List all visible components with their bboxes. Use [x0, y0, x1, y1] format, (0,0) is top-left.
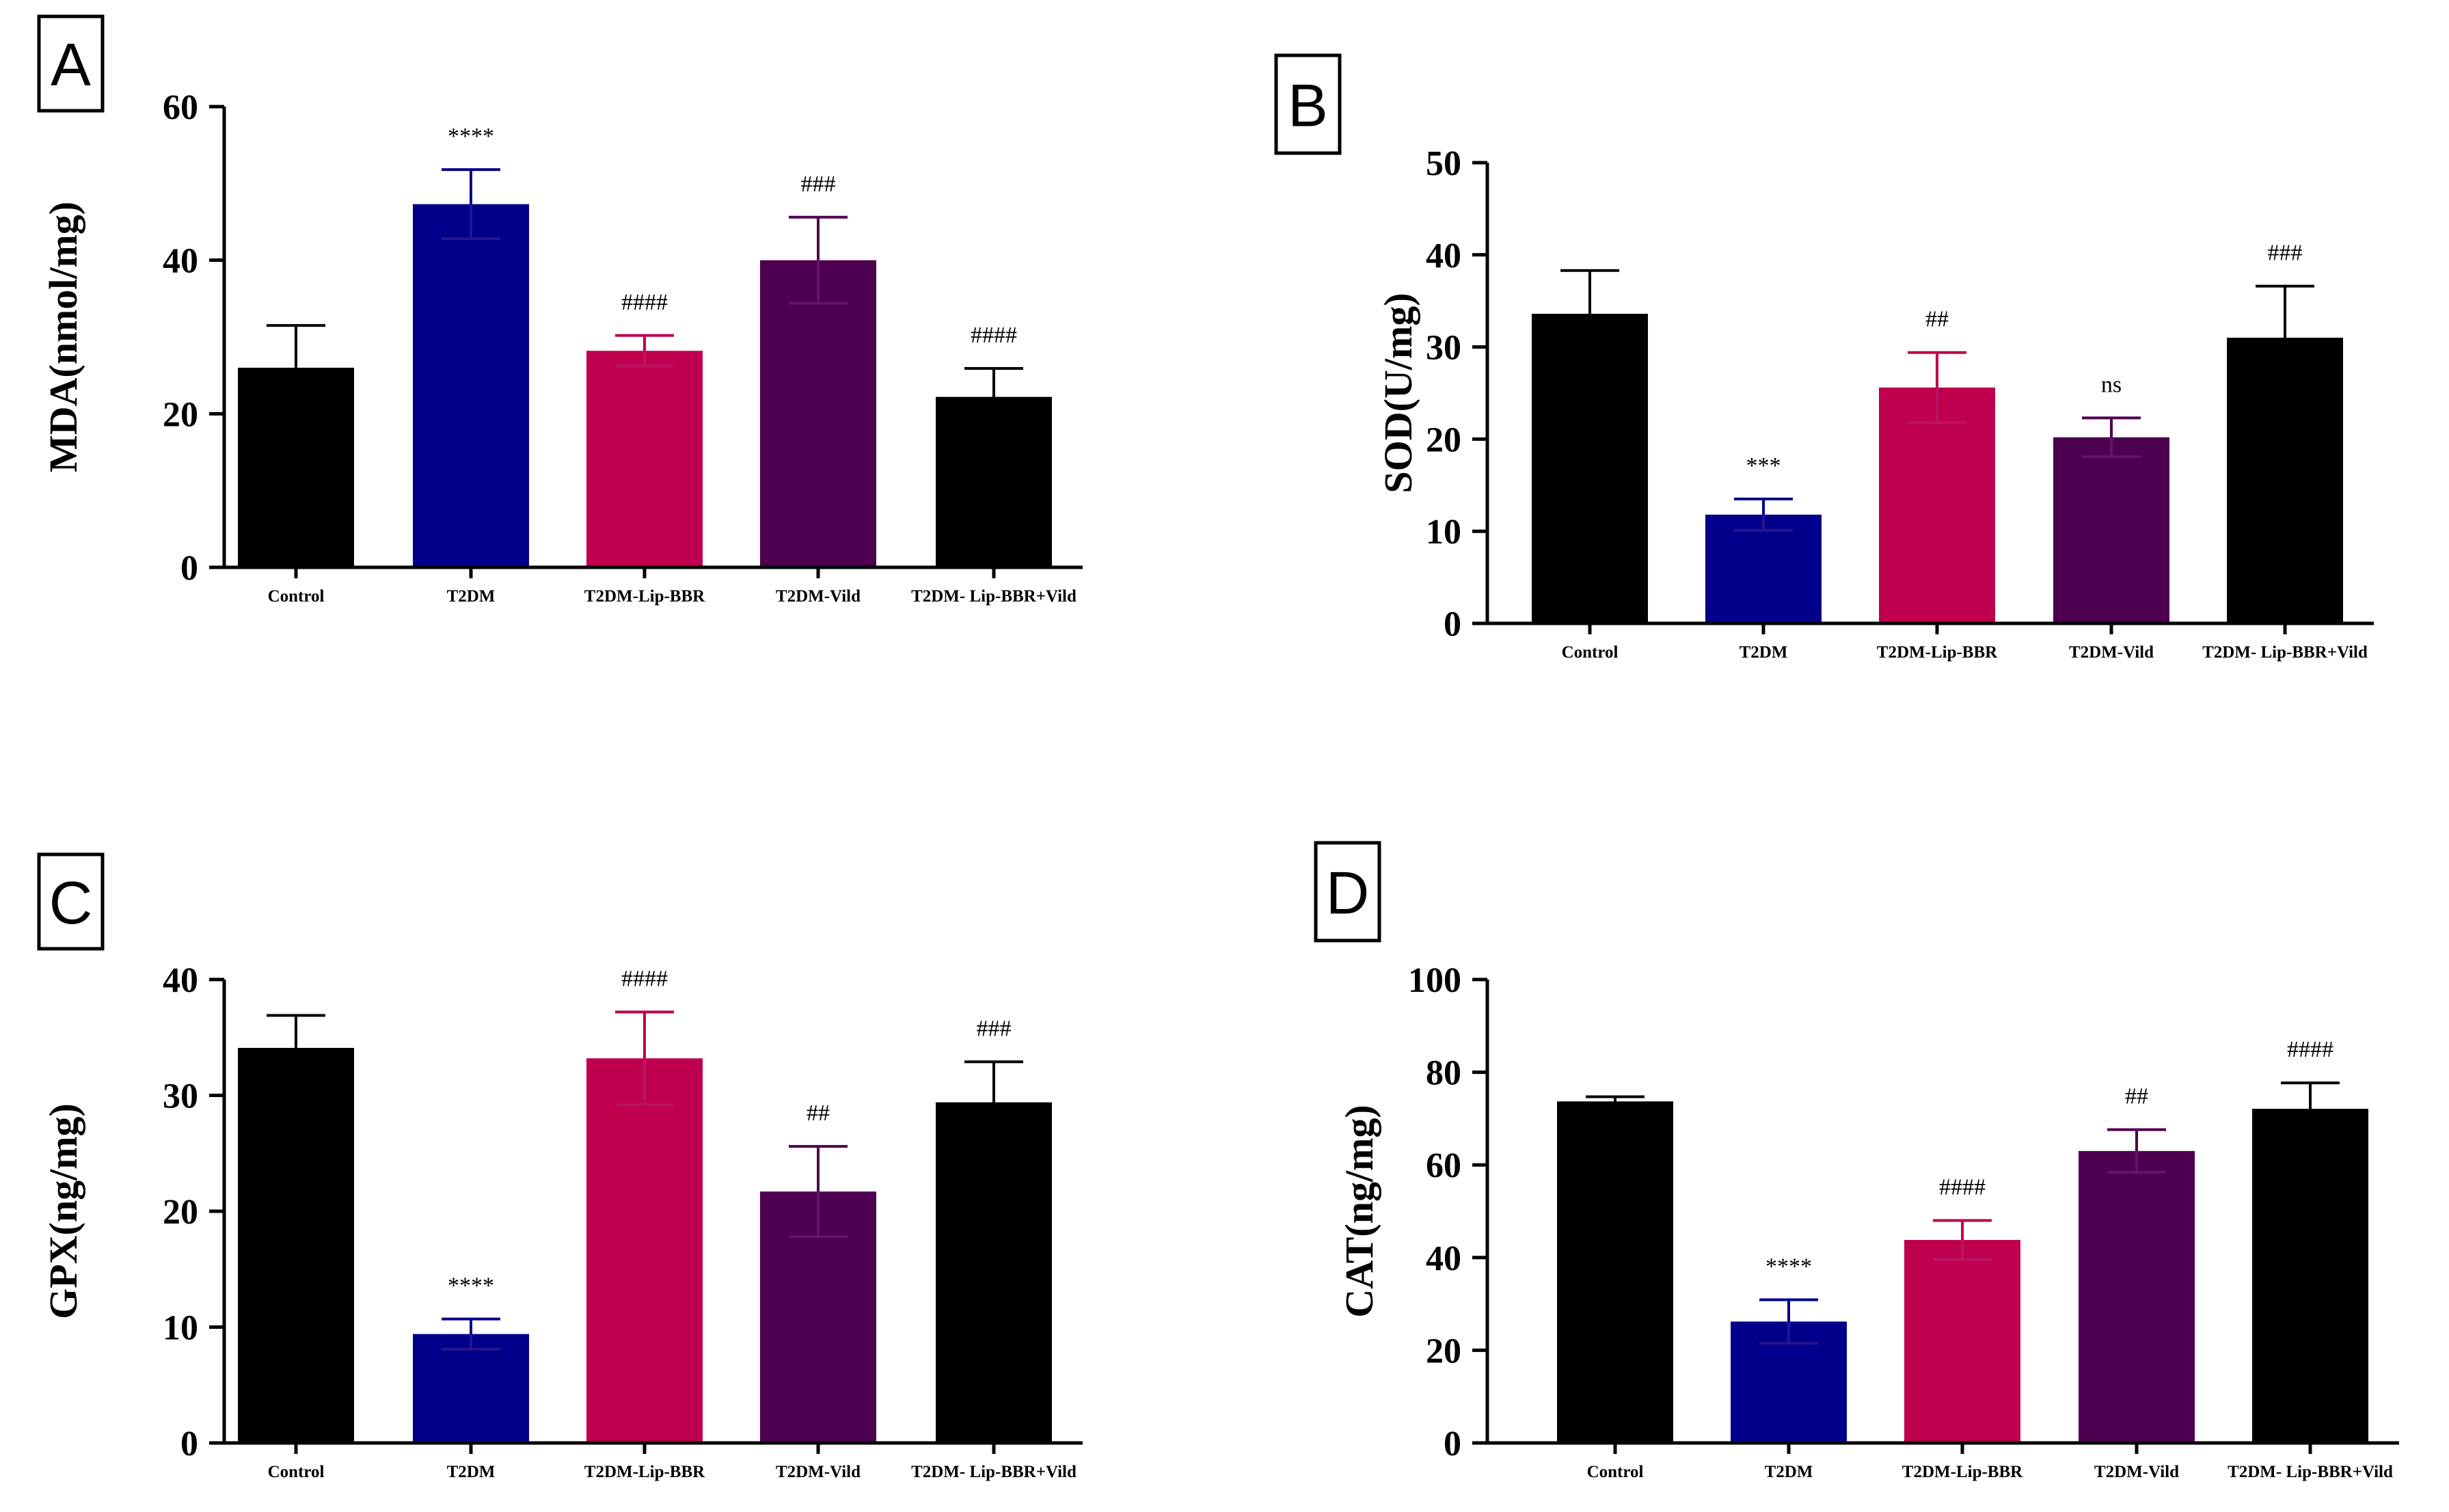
chart-panel-c: C Control **** T2DM #### T2DM-Lip-BBR ## T2DM-V… [37, 852, 1083, 1481]
y-tick-label-5: 40 [163, 961, 198, 1000]
significance-label-5: ### [2268, 241, 2303, 266]
y-tick-label-2: 10 [163, 1309, 198, 1348]
x-tick-label-1: Control [1562, 643, 1619, 662]
x-tick-label-3: T2DM-Lip-BBR [584, 587, 705, 606]
chart-panel-d: D Control **** T2DM #### T2DM-Lip-BBR ## T2DM-V… [1314, 841, 2399, 1481]
panel-label-box [37, 852, 105, 951]
x-tick-label-5: T2DM- Lip-BBR+Vild [2202, 643, 2368, 662]
y-tick-label-1: 0 [1444, 1425, 1461, 1463]
significance-label-3: #### [621, 290, 668, 315]
panel-label: C [49, 869, 93, 936]
bar-4 [2053, 437, 2169, 623]
significance-label-5: #### [971, 323, 1017, 348]
y-tick-label-3: 40 [163, 242, 198, 281]
significance-label-2: **** [1765, 1254, 1812, 1279]
y-tick-label-2: 10 [1426, 513, 1461, 552]
y-tick-label-5: 40 [1426, 237, 1461, 275]
x-tick-label-3: T2DM-Lip-BBR [1902, 1463, 2023, 1481]
x-tick-label-2: T2DM [447, 587, 496, 606]
y-tick-label-6: 100 [1408, 961, 1461, 1000]
y-tick-label-1: 0 [180, 549, 198, 588]
bar-3 [586, 1058, 703, 1443]
significance-label-2: *** [1746, 453, 1781, 478]
y-axis-title: SOD(U/mg) [1376, 293, 1420, 493]
panel-label-box [1274, 53, 1342, 155]
bar-1 [1532, 314, 1648, 623]
bar-1 [1557, 1101, 1673, 1443]
bar-3 [586, 351, 703, 567]
x-tick-label-5: T2DM- Lip-BBR+Vild [911, 1463, 1077, 1481]
y-tick-label-5: 80 [1426, 1054, 1461, 1093]
y-tick-label-6: 50 [1426, 144, 1461, 183]
significance-label-2: **** [448, 1273, 494, 1299]
x-tick-label-5: T2DM- Lip-BBR+Vild [2228, 1463, 2393, 1481]
significance-label-5: #### [2287, 1037, 2333, 1062]
panel-label-box [1314, 841, 1381, 943]
y-tick-label-4: 30 [1426, 329, 1461, 368]
bar-4 [2079, 1150, 2195, 1443]
y-tick-label-4: 30 [163, 1077, 198, 1116]
x-tick-label-2: T2DM [1740, 643, 1788, 662]
x-tick-label-1: Control [268, 587, 325, 606]
panel-label: A [51, 31, 91, 98]
x-tick-label-3: T2DM-Lip-BBR [584, 1463, 705, 1481]
y-tick-label-2: 20 [163, 395, 198, 434]
bar-1 [238, 1048, 354, 1443]
bar-2 [413, 1334, 529, 1443]
bar-4 [760, 260, 876, 567]
significance-label-4: ### [801, 172, 836, 197]
significance-label-3: #### [1939, 1175, 1986, 1200]
y-tick-label-3: 40 [1426, 1239, 1461, 1278]
y-tick-label-1: 0 [1444, 605, 1461, 644]
significance-label-5: ### [977, 1016, 1012, 1041]
panel-label-box [37, 14, 105, 113]
y-axis-title: MDA(nmol/mg) [41, 202, 85, 472]
chart-panel-a: A Control **** T2DM #### T2DM-Lip-BBR ### T2DM-… [37, 14, 1083, 606]
y-tick-label-4: 60 [1426, 1146, 1461, 1185]
x-tick-label-4: T2DM-Vild [776, 587, 861, 606]
chart-panel-b: B Control *** T2DM ## T2DM-Lip-BBR ns T2DM-Vild… [1274, 53, 2374, 662]
x-tick-label-5: T2DM- Lip-BBR+Vild [911, 587, 1077, 606]
panel-label: D [1326, 859, 1370, 927]
bar-2 [413, 204, 529, 567]
y-tick-label-1: 0 [180, 1425, 198, 1463]
x-tick-label-2: T2DM [447, 1463, 496, 1481]
significance-label-2: **** [448, 124, 494, 149]
y-tick-label-3: 20 [1426, 420, 1461, 459]
bar-5 [936, 1102, 1052, 1443]
significance-label-3: ## [1925, 307, 1949, 332]
bar-3 [1879, 387, 1995, 623]
y-axis-title: GPX(ng/mg) [41, 1103, 85, 1319]
significance-label-3: #### [621, 966, 668, 991]
panel-label: B [1288, 72, 1328, 139]
x-tick-label-4: T2DM-Vild [2069, 643, 2154, 662]
significance-label-4: ns [2101, 372, 2122, 397]
significance-label-4: ## [2125, 1084, 2148, 1109]
y-tick-label-2: 20 [1426, 1332, 1461, 1371]
x-tick-label-4: T2DM-Vild [776, 1463, 861, 1481]
y-tick-label-3: 20 [163, 1193, 198, 1232]
bar-2 [1705, 514, 1822, 623]
bar-3 [1904, 1240, 2020, 1443]
x-tick-label-4: T2DM-Vild [2094, 1463, 2179, 1481]
y-axis-title: CAT(ng/mg) [1337, 1105, 1381, 1317]
bar-5 [2252, 1109, 2368, 1443]
x-tick-label-2: T2DM [1765, 1463, 1813, 1481]
y-tick-label-4: 60 [163, 88, 198, 127]
significance-label-4: ## [807, 1101, 830, 1126]
x-tick-label-1: Control [268, 1463, 325, 1481]
x-tick-label-3: T2DM-Lip-BBR [1877, 643, 1998, 662]
x-tick-label-1: Control [1587, 1463, 1644, 1481]
